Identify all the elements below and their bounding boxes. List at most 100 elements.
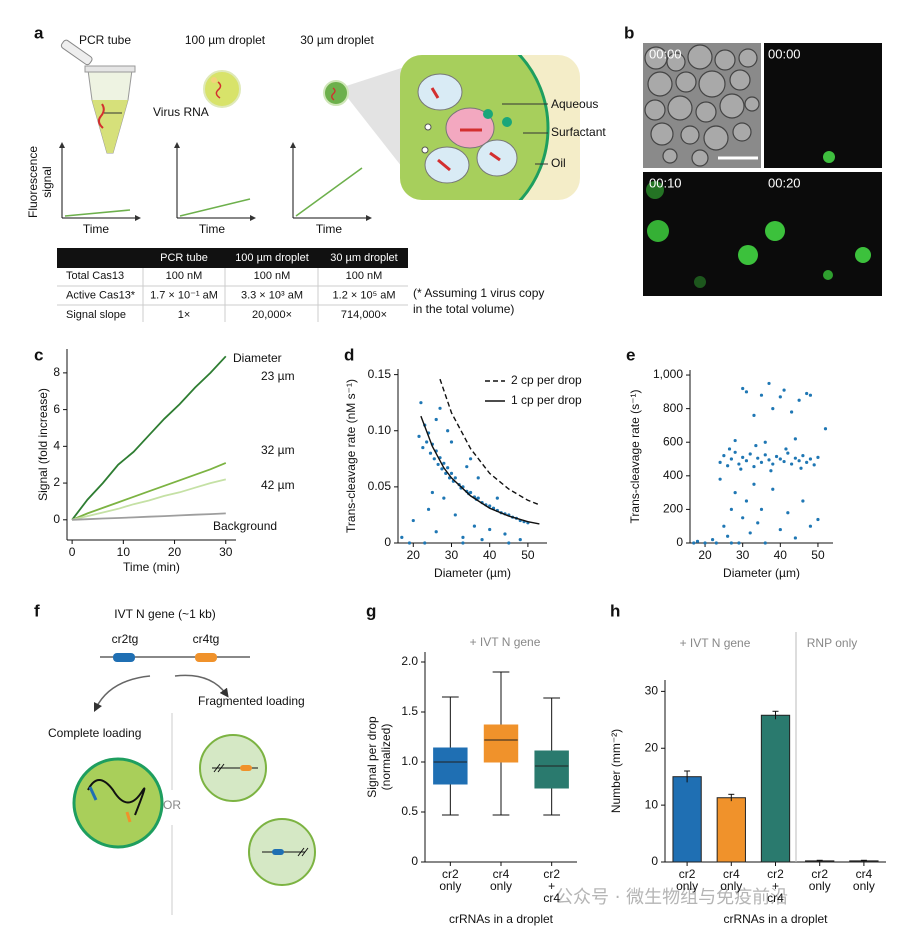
x-tick-label: only [676, 879, 698, 893]
y-label: signal [40, 166, 54, 197]
point [726, 534, 730, 538]
micrographs-part [765, 221, 785, 241]
annotation: + IVT N gene [470, 635, 541, 649]
x-axis-label: Time (min) [123, 560, 180, 574]
target-label: cr2tg [112, 632, 139, 646]
point [741, 516, 745, 520]
y-tick-label: 0 [384, 535, 391, 549]
droplet-zoom-part [421, 146, 429, 154]
x-tick-label: cr4 [856, 867, 873, 881]
point [718, 477, 722, 481]
mini-plots [59, 142, 372, 221]
point [461, 535, 465, 539]
y-tick-label: 6 [53, 402, 60, 416]
series-label: 42 µm [261, 478, 295, 492]
droplet-zoom-part [400, 55, 550, 200]
gene-diagram-part [195, 653, 217, 662]
target-label: cr4tg [193, 632, 220, 646]
x-tick-label: 30 [736, 548, 750, 562]
point [417, 434, 421, 438]
point [763, 453, 767, 457]
loading-label: Complete loading [48, 726, 141, 740]
point [741, 455, 745, 459]
vessel-title: PCR tube [79, 33, 131, 47]
x-label: Time [199, 222, 226, 236]
droplet-zoom-part [445, 107, 495, 149]
point [752, 464, 756, 469]
point [476, 476, 480, 480]
footnote: (* Assuming 1 virus copy [413, 286, 544, 300]
y-tick-label: 400 [663, 468, 683, 482]
point [737, 462, 741, 466]
micrographs-part [646, 181, 664, 199]
point [756, 521, 760, 525]
point [703, 541, 707, 545]
micrographs-part [647, 220, 669, 242]
point [495, 496, 499, 500]
y-tick-label: 1,000 [653, 367, 683, 381]
gene-diagram-part [125, 811, 132, 823]
table [57, 248, 408, 322]
point [733, 438, 737, 443]
fit-curve [439, 378, 540, 506]
point [407, 541, 412, 545]
point [434, 417, 438, 422]
point [449, 440, 454, 444]
point [756, 456, 760, 460]
y-axis-label: Number (mm⁻²) [609, 729, 623, 813]
y-tick-label: 0.05 [368, 479, 392, 493]
legend-label: 1 cp per drop [511, 393, 582, 407]
x-tick-label: 30 [219, 545, 233, 559]
point [752, 413, 756, 417]
droplet-zoom-part [424, 146, 470, 184]
y-tick-label: 0.5 [401, 804, 418, 818]
point [488, 504, 492, 508]
point [434, 530, 438, 534]
x-axis-label: crRNAs in a droplet [723, 912, 828, 926]
point [446, 429, 450, 433]
point [695, 539, 700, 543]
y-axis-label: (normalized) [379, 724, 393, 791]
x-tick-label: only [490, 879, 512, 893]
point [718, 460, 722, 464]
micrographs-part [823, 270, 833, 280]
bar [672, 776, 702, 863]
point [793, 456, 797, 460]
point [784, 447, 788, 451]
point [425, 440, 429, 444]
point [692, 541, 696, 545]
pcr-tube [60, 39, 136, 154]
point [430, 490, 434, 495]
point [774, 454, 779, 459]
table-header: PCR tube [160, 252, 208, 264]
x-axis-label: Diameter (µm) [723, 566, 800, 580]
point [423, 541, 427, 545]
x-axis-label: Diameter (µm) [434, 566, 511, 580]
micrographs-part [855, 247, 871, 263]
line [72, 512, 226, 521]
series-label: 23 µm [261, 369, 295, 383]
point [799, 466, 803, 470]
annotation: + IVT N gene [680, 636, 751, 650]
micrographs [643, 43, 882, 296]
y-tick-label: 20 [645, 740, 659, 754]
droplet-outline [719, 93, 745, 119]
x-tick-label: 10 [117, 545, 131, 559]
line [71, 355, 227, 521]
point [767, 381, 771, 386]
y-tick-label: 0 [651, 854, 658, 868]
droplet-100-part [203, 70, 241, 108]
table-part [57, 248, 408, 268]
droplet-outline [666, 52, 686, 72]
droplet-outline [687, 44, 713, 70]
droplet-outline [650, 122, 674, 146]
point [744, 459, 749, 463]
timestamp: 00:00 [768, 46, 801, 61]
x-tick-label: cr4 [767, 891, 784, 905]
point [449, 471, 454, 475]
point [444, 471, 448, 475]
panel-label: d [344, 345, 354, 364]
droplet-outline [667, 95, 693, 121]
point [801, 454, 805, 458]
